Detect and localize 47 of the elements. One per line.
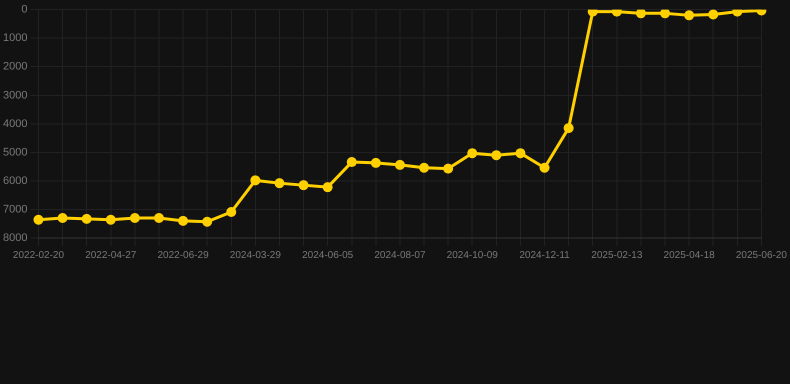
point: [226, 207, 236, 218]
point: [130, 213, 140, 224]
y-tick-label: 8000: [2, 232, 28, 244]
y-tick-label: 1000: [2, 32, 28, 44]
point: [250, 175, 260, 186]
point: [394, 160, 405, 170]
x-tick-label: 2022-04-27: [85, 250, 137, 261]
x-tick-label: 2024-08-07: [374, 250, 426, 261]
point: [708, 10, 718, 20]
point: [33, 214, 44, 225]
point: [322, 182, 333, 192]
point: [202, 216, 212, 227]
point: [467, 148, 478, 158]
x-tick-label: 2025-06-20: [736, 250, 788, 261]
point: [564, 123, 574, 134]
point: [491, 150, 502, 160]
point: [684, 10, 694, 20]
y-tick-label: 4000: [2, 118, 28, 130]
x-tick-label: 2025-04-18: [664, 250, 716, 261]
x-tick-label: 2024-10-09: [446, 250, 498, 261]
x-tick-label: 2024-12-11: [519, 250, 570, 261]
point: [106, 214, 116, 225]
y-tick-label: 7000: [2, 203, 28, 216]
point: [540, 162, 550, 173]
point: [443, 164, 454, 174]
point: [274, 178, 284, 188]
point: [515, 148, 526, 158]
point: [58, 213, 68, 224]
point: [154, 213, 164, 224]
y-tick-label: 0: [21, 4, 28, 16]
y-tick-label: 5000: [2, 146, 28, 158]
x-tick-label: 2024-06-05: [302, 250, 354, 261]
point: [660, 10, 670, 18]
x-tick-label: 2024-03-29: [230, 250, 282, 261]
point: [419, 162, 430, 173]
x-tick-label: 2025-02-13: [591, 250, 643, 261]
point: [636, 10, 646, 18]
point: [370, 158, 381, 168]
point: [346, 157, 357, 168]
y-tick-label: 2000: [2, 60, 28, 73]
point: [178, 216, 188, 226]
y-tick-label: 3000: [2, 89, 28, 102]
point: [298, 180, 309, 190]
x-tick-label: 2022-02-20: [12, 250, 64, 261]
x-tick-label: 2022-06-29: [157, 250, 210, 261]
y-tick-label: 6000: [2, 174, 28, 187]
point: [82, 214, 92, 224]
